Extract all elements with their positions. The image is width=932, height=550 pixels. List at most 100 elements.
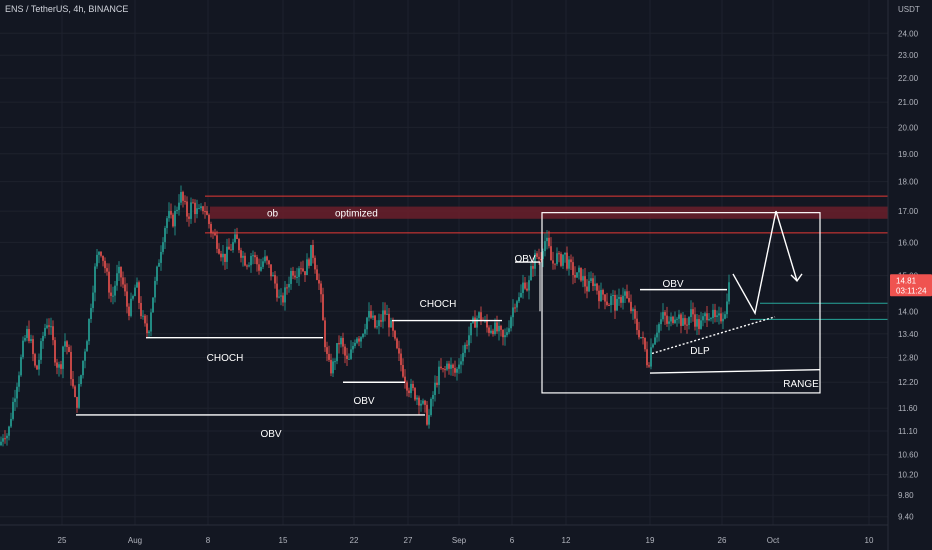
candle-body: [690, 309, 692, 318]
candle-body: [328, 353, 330, 360]
candle-body: [450, 364, 452, 369]
candle-body: [372, 315, 374, 318]
candle-body: [34, 354, 36, 366]
candle-body: [622, 295, 624, 303]
candle-body: [362, 333, 364, 338]
candle-body: [80, 375, 82, 384]
candle-body: [172, 214, 174, 227]
candle-body: [532, 266, 534, 269]
candle-body: [300, 268, 302, 270]
x-axis[interactable]: 25 Aug 8 15 22 27 Sep 6 12 19 26 Oct 10: [0, 524, 888, 545]
candle-body: [4, 438, 6, 440]
candle-body: [598, 290, 600, 302]
obv-label: OBV: [662, 279, 683, 290]
candle-body: [406, 382, 408, 391]
candle-body: [74, 386, 76, 397]
x-tick-label: 10: [865, 536, 874, 545]
candle-body: [660, 319, 662, 325]
candle-body: [434, 382, 436, 395]
candle-body: [438, 366, 440, 385]
candle-body: [698, 319, 700, 329]
candle-body: [526, 288, 528, 291]
projection-path: [732, 210, 798, 316]
candle-body: [520, 292, 522, 298]
candle-body: [52, 326, 54, 341]
candle-body: [676, 318, 678, 320]
candle-body: [54, 340, 56, 363]
x-tick-label: 12: [562, 536, 571, 545]
candle-body: [432, 394, 434, 399]
candle-body: [44, 327, 46, 336]
candle-body: [562, 254, 564, 266]
candle-body: [456, 368, 458, 373]
y-tick-label: 24.00: [898, 29, 919, 38]
candle-body: [682, 318, 684, 326]
candle-body: [304, 271, 306, 276]
choch-label: CHOCH: [207, 353, 244, 364]
price-badge-box: [890, 274, 932, 297]
candle-body: [358, 338, 360, 342]
candle-body: [82, 360, 84, 376]
candle-body: [398, 348, 400, 354]
candle-body: [150, 312, 152, 332]
candle-body: [382, 310, 384, 322]
candle-body: [652, 344, 654, 348]
candle-body: [112, 295, 114, 297]
candle-body: [688, 317, 690, 326]
candle-body: [506, 332, 508, 336]
candle-body: [62, 346, 64, 369]
candle-body: [420, 403, 422, 406]
candle-body: [494, 322, 496, 335]
candle-body: [108, 271, 110, 293]
candle-body: [220, 253, 222, 258]
candle-body: [606, 301, 608, 305]
candle-body: [724, 314, 726, 319]
candle-body: [124, 284, 126, 292]
candle-body: [226, 246, 228, 262]
candle-body: [536, 253, 538, 257]
y-tick-label: 17.00: [898, 207, 919, 216]
candle-body: [648, 365, 650, 367]
current-price: 14.81: [896, 276, 917, 285]
candle-body: [614, 294, 616, 311]
candle-body: [510, 317, 512, 329]
candle-body: [200, 206, 202, 209]
candle-body: [516, 301, 518, 308]
candle-body: [604, 294, 606, 302]
y-axis[interactable]: 24.00 23.00 22.00 21.00 20.00 19.00 18.00 17.00…: [887, 0, 920, 550]
y-tick-label: 12.20: [898, 378, 919, 387]
dlp-label: DLP: [690, 346, 710, 357]
candle-body: [90, 308, 92, 320]
candle-body: [116, 273, 118, 286]
candle-body: [182, 192, 184, 201]
candle-body: [402, 365, 404, 377]
candle-body: [542, 251, 544, 260]
y-tick-label: 20.00: [898, 123, 919, 132]
candle-body: [672, 316, 674, 323]
candle-body: [574, 275, 576, 278]
candle-body: [684, 318, 686, 325]
candle-body: [490, 330, 492, 333]
candle-body: [120, 266, 122, 278]
candle-body: [288, 283, 290, 288]
candle-body: [512, 307, 514, 318]
candle-body: [680, 314, 682, 326]
candle-body: [2, 438, 4, 442]
candle-body: [616, 298, 618, 311]
y-tick-label: 12.80: [898, 353, 919, 362]
candle-body: [582, 276, 584, 281]
zone-label: optimized: [335, 209, 378, 220]
candle-body: [302, 268, 304, 272]
candle-body: [394, 330, 396, 339]
candle-body: [524, 282, 526, 289]
candle-body: [206, 211, 208, 215]
candle-body: [246, 265, 248, 267]
candle-body: [390, 320, 392, 328]
candle-body: [352, 346, 354, 350]
candle-body: [404, 376, 406, 383]
candle-body: [100, 251, 102, 256]
candle-body: [670, 316, 672, 322]
